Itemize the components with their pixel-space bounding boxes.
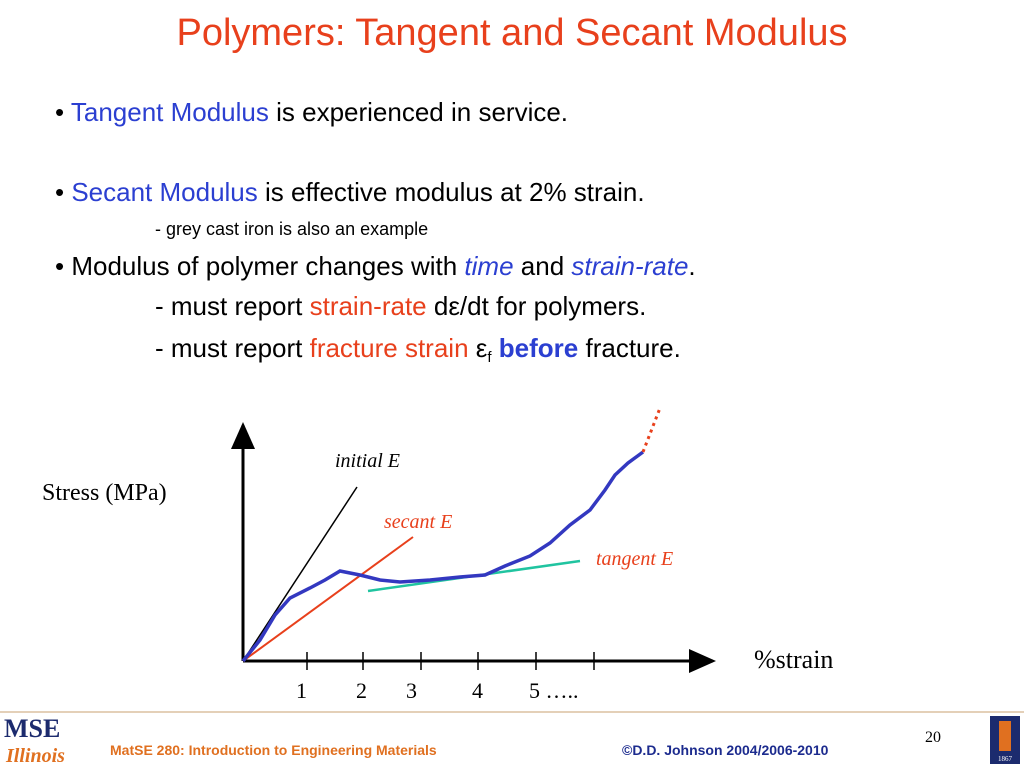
page-number: 20 [925,729,941,746]
text: • [55,251,72,281]
text: fracture. [578,333,681,363]
text: - must report [155,291,310,321]
stress-strain-curve [241,450,645,663]
text: ε [468,333,488,363]
term: strain-rate [309,291,427,321]
secant-line [242,536,414,662]
logo-bottom: Illinois [5,745,65,767]
curve-label: initial E [335,450,400,472]
copyright: ©D.D. Johnson 2004/2006-2010 [622,742,829,758]
term: time [464,251,514,281]
x-tick-label: 5 ….. [529,678,579,703]
bullet: • Tangent Modulus is experienced in serv… [55,97,568,128]
curve-extension [641,407,662,453]
x-tick-label: 1 [296,678,307,703]
bullet: • Secant Modulus is effective modulus at… [55,177,645,208]
x-tick-label: 4 [472,678,483,703]
text: Modulus of polymer changes with [71,251,465,281]
term: fracture strain [309,333,469,363]
sub-bullet: - must report fracture strain εf before … [155,333,681,366]
text: dε/dt for polymers. [426,291,647,321]
sub-bullet: - grey cast iron is also an example [155,219,428,240]
text: is effective modulus at 2% strain. [257,177,645,207]
text: • [55,177,72,207]
tick-marks [306,652,595,670]
term: before [498,333,579,363]
subscript: f [487,349,492,366]
text: . [688,251,696,281]
course: MatSE 280: Introduction to Engineering M… [110,742,437,758]
text: and [513,251,572,281]
seal-year: 1867 [998,755,1013,763]
x-tick-label: 3 [406,678,417,703]
y-label: Stress (MPa) [42,480,167,506]
seal-mark [999,721,1011,751]
x-tick-label: 2 [356,678,367,703]
term: Secant Modulus [71,177,258,207]
slide-title: Polymers: Tangent and Secant Modulus [176,12,848,54]
text: • [55,97,71,127]
text: is experienced in service. [268,97,569,127]
term: strain-rate [571,251,689,281]
curve-label: secant E [384,511,452,533]
x-label: %strain [754,645,833,674]
text: - must report [155,333,310,363]
bullet: • Modulus of polymer changes with time a… [55,251,696,282]
logo-top: MSE [4,714,60,743]
text: - grey cast iron is also an example [155,219,429,239]
term: Tangent Modulus [70,97,269,127]
sub-bullet: - must report strain-rate dε/dt for poly… [155,291,646,322]
initial-line [242,486,358,662]
curve-label: tangent E [596,548,673,570]
